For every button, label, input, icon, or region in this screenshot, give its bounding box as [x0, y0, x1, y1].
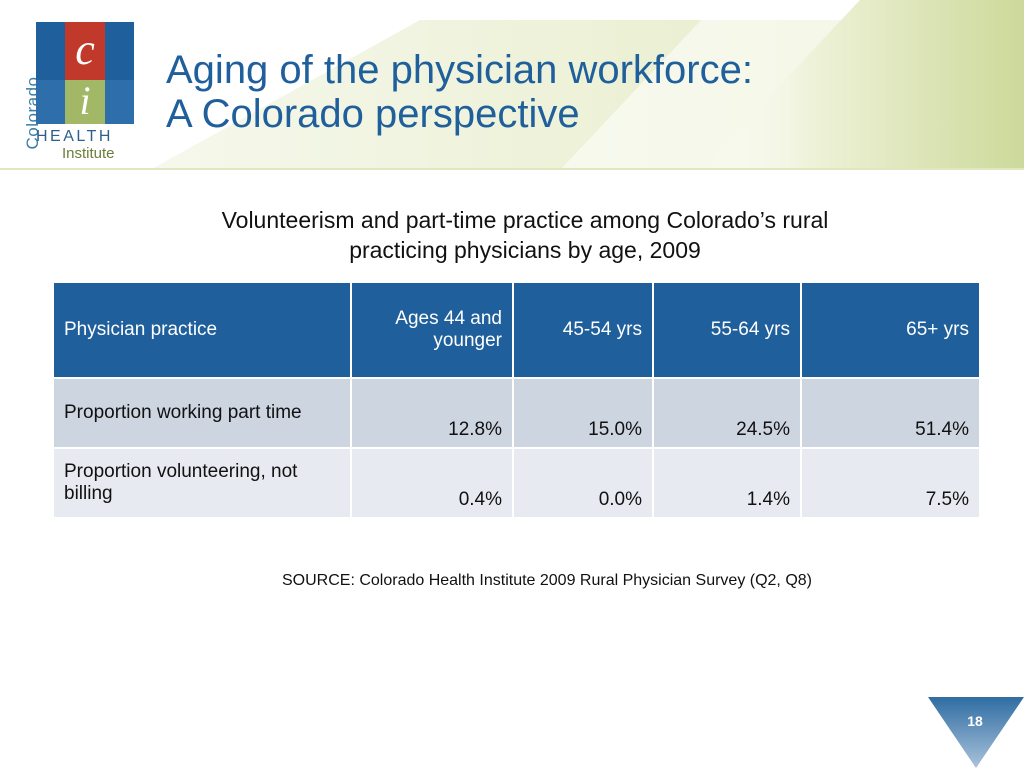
banner-decoration — [0, 0, 1024, 170]
page-number: 18 — [967, 713, 983, 729]
row-label: Proportion working part time — [52, 377, 352, 449]
header-banner: Colorado c i HEALTH Institute Aging of t… — [0, 0, 1024, 170]
table-cell: 0.0% — [512, 447, 654, 519]
slide-title-line1: Aging of the physician workforce: — [166, 48, 753, 92]
header-ages-44-younger: Ages 44 and younger — [350, 281, 514, 379]
table-caption-line1: Volunteerism and part-time practice amon… — [221, 207, 829, 233]
table-caption-line2: practicing physicians by age, 2009 — [349, 237, 701, 263]
logo-letter-i: i — [79, 78, 91, 123]
table-header-row: Physician practice Ages 44 and younger 4… — [52, 281, 981, 379]
data-table: Physician practice Ages 44 and younger 4… — [52, 281, 981, 519]
table-cell: 7.5% — [800, 447, 981, 519]
table-cell: 51.4% — [800, 377, 981, 449]
logo-letter-c: c — [75, 25, 95, 74]
logo-health-text: HEALTH — [36, 128, 113, 145]
logo-blue-block-right — [105, 80, 134, 124]
header-65-plus: 65+ yrs — [800, 281, 981, 379]
table-cell: 12.8% — [350, 377, 514, 449]
logo-red-block — [65, 22, 105, 80]
slide-title: Aging of the physician workforce: A Colo… — [166, 48, 753, 136]
logo-blue-block-left — [36, 80, 65, 124]
slide-title-line2: A Colorado perspective — [166, 92, 580, 136]
page-marker-triangle — [928, 697, 1024, 768]
page-number-marker — [928, 697, 1024, 768]
header-45-54: 45-54 yrs — [512, 281, 654, 379]
header-55-64: 55-64 yrs — [652, 281, 802, 379]
table-cell: 15.0% — [512, 377, 654, 449]
table-row: Proportion volunteering, not billing 0.4… — [52, 447, 981, 519]
colorado-health-institute-logo: Colorado c i HEALTH Institute — [10, 20, 140, 165]
table-caption: Volunteerism and part-time practice amon… — [60, 205, 990, 265]
table-cell: 0.4% — [350, 447, 514, 519]
header-physician-practice: Physician practice — [52, 281, 352, 379]
table-row: Proportion working part time 12.8% 15.0%… — [52, 377, 981, 449]
banner-band-dark — [700, 0, 1024, 170]
row-label: Proportion volunteering, not billing — [52, 447, 352, 519]
source-note: SOURCE: Colorado Health Institute 2009 R… — [281, 572, 812, 589]
logo-institute-text: Institute — [62, 145, 115, 162]
table-cell: 1.4% — [652, 447, 802, 519]
table-cell: 24.5% — [652, 377, 802, 449]
